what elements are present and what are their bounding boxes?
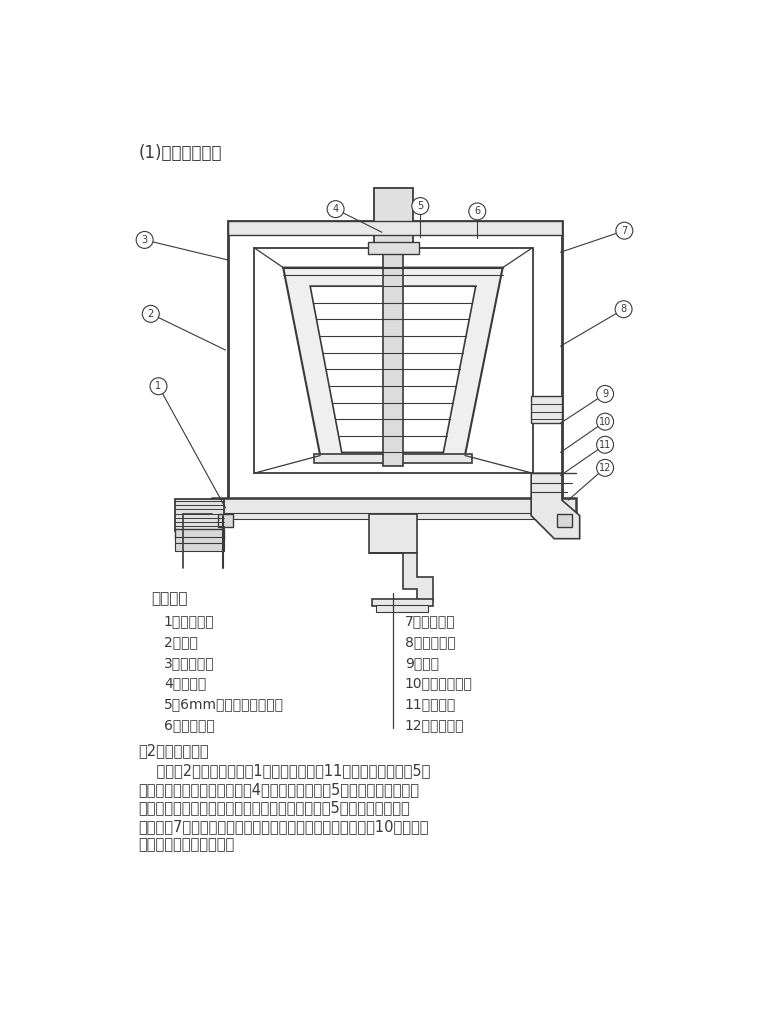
Bar: [374, 188, 412, 248]
Bar: [557, 514, 572, 527]
Bar: [175, 499, 224, 531]
Circle shape: [469, 203, 486, 220]
Text: 高速旋转。矿物料经给矿管（4）进入内层隔棹（5），矿物料在离心力: 高速旋转。矿物料经给矿管（4）进入内层隔棹（5），矿物料在离心力: [138, 782, 419, 797]
Circle shape: [327, 201, 344, 217]
Bar: [254, 248, 533, 473]
Text: 5: 5: [417, 201, 423, 211]
Text: 7、尾矿排管: 7、尾矿排管: [405, 614, 455, 628]
Text: 8: 8: [621, 304, 627, 314]
Bar: [228, 221, 562, 234]
Text: 10、精矿排矿口: 10、精矿排矿口: [405, 677, 472, 690]
Text: 8、减震装置: 8、减震装置: [405, 635, 455, 649]
Text: 1: 1: [155, 381, 161, 391]
Text: 矿排管（7）排出，经一个班次作业，停机将精矿从精矿口（10）排出，: 矿排管（7）排出，经一个班次作业，停机将精矿从精矿口（10）排出，: [138, 819, 429, 834]
Bar: [212, 498, 576, 514]
Text: （2）工作原理：: （2）工作原理：: [138, 743, 209, 759]
Text: 6: 6: [474, 207, 480, 216]
Bar: [372, 599, 433, 606]
Text: 4: 4: [333, 204, 339, 214]
Circle shape: [597, 460, 614, 476]
Text: 2: 2: [147, 309, 154, 318]
Text: 9、机架: 9、机架: [405, 655, 439, 670]
Bar: [228, 221, 562, 500]
Text: 电机（2）经皮带传动（1）带动中空轴（11），使内层隔棹（5）: 电机（2）经皮带传动（1）带动中空轴（11），使内层隔棹（5）: [138, 764, 431, 778]
Circle shape: [411, 198, 428, 214]
Bar: [531, 396, 562, 423]
Bar: [212, 512, 576, 519]
Bar: [384, 190, 402, 466]
Circle shape: [142, 305, 159, 323]
Circle shape: [136, 231, 153, 249]
Text: 3: 3: [141, 234, 147, 245]
Bar: [175, 544, 224, 551]
Circle shape: [616, 222, 633, 240]
Circle shape: [150, 378, 167, 394]
Text: 作用卡使分选过程强化，重矿物停留在内层隔棹（5）中，轻矿物经尾: 作用卡使分选过程强化，重矿物停留在内层隔棹（5）中，轻矿物经尾: [138, 801, 410, 815]
Text: 10: 10: [599, 417, 611, 427]
Text: 11: 11: [599, 439, 611, 450]
Text: 6、压力水套: 6、压力水套: [164, 718, 215, 732]
Text: 4、给矿管: 4、给矿管: [164, 677, 206, 690]
Circle shape: [597, 436, 614, 454]
Text: 然后进入下一循环作业。: 然后进入下一循环作业。: [138, 838, 235, 852]
Bar: [376, 605, 428, 611]
Text: 上图中：: 上图中：: [151, 591, 188, 606]
Text: 2、电机: 2、电机: [164, 635, 198, 649]
Circle shape: [597, 413, 614, 430]
Bar: [175, 529, 224, 539]
Circle shape: [597, 385, 614, 402]
Bar: [314, 454, 472, 463]
Polygon shape: [310, 286, 476, 453]
Polygon shape: [531, 473, 580, 539]
Polygon shape: [370, 553, 433, 600]
Text: 12、反冲水管: 12、反冲水管: [405, 718, 465, 732]
Text: 1、皮带传动: 1、皮带传动: [164, 614, 215, 628]
Polygon shape: [283, 267, 503, 456]
Text: 7: 7: [621, 225, 628, 236]
Bar: [218, 514, 233, 527]
Bar: [175, 538, 224, 545]
Text: 5、6mm厉不锈锂内层隔棹: 5、6mm厉不锈锂内层隔棹: [164, 697, 284, 712]
Text: (1)、结构示意图: (1)、结构示意图: [138, 144, 222, 163]
Text: 12: 12: [599, 463, 611, 473]
Bar: [370, 514, 417, 553]
Text: 3、设备外坡: 3、设备外坡: [164, 655, 215, 670]
Text: 9: 9: [602, 389, 608, 399]
Circle shape: [615, 301, 632, 317]
Bar: [368, 243, 418, 254]
Text: 11、中空轴: 11、中空轴: [405, 697, 456, 712]
